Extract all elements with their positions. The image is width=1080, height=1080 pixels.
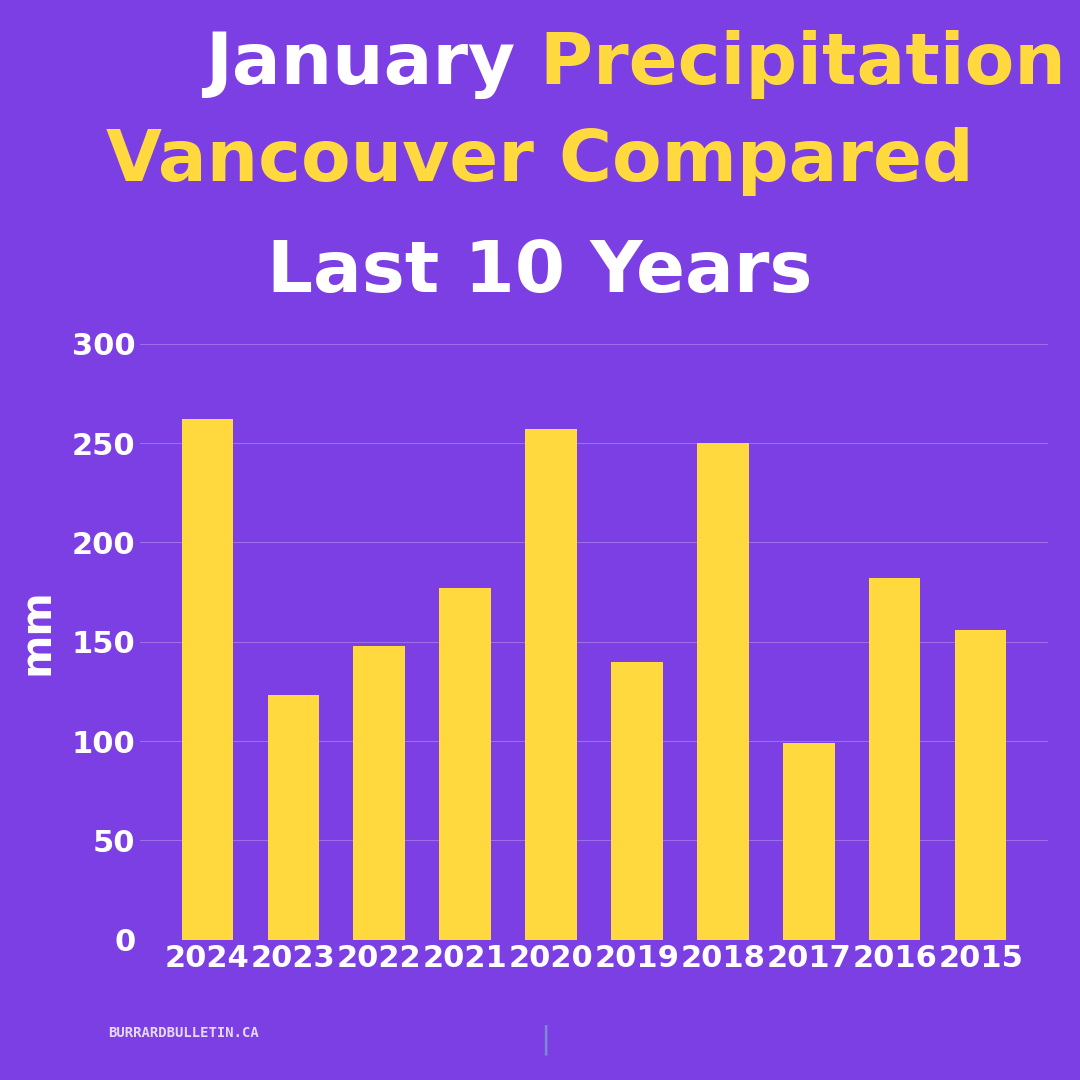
Text: January: January <box>205 30 540 99</box>
Bar <box>353 646 405 940</box>
Bar <box>181 419 233 940</box>
Bar <box>611 662 663 940</box>
Bar <box>268 696 319 940</box>
Text: Vancouver Compared: Vancouver Compared <box>106 127 974 197</box>
Bar <box>525 429 577 940</box>
Text: BURRARDBULLETIN.CA: BURRARDBULLETIN.CA <box>108 1026 259 1040</box>
Text: Last 10 Years: Last 10 Years <box>268 238 812 307</box>
Bar <box>697 443 748 940</box>
Bar <box>783 743 835 940</box>
Bar <box>955 630 1007 940</box>
Text: Precipitation in: Precipitation in <box>540 30 1080 99</box>
Y-axis label: mm: mm <box>16 589 58 675</box>
Text: |: | <box>540 1025 550 1055</box>
Bar <box>440 589 491 940</box>
Bar <box>869 578 920 940</box>
